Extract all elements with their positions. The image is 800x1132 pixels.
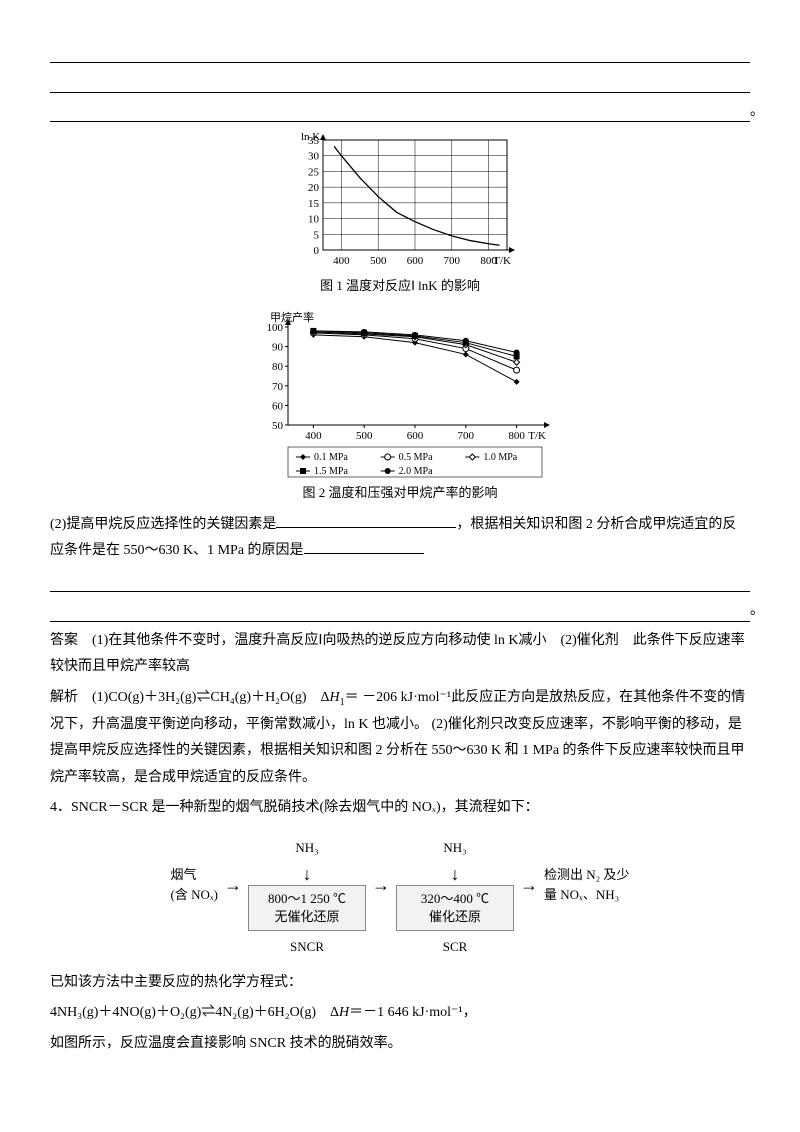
svg-text:T/K: T/K xyxy=(493,255,511,267)
flow-box2a: 320～400 ℃ xyxy=(405,890,505,908)
svg-text:2.0 MPa: 2.0 MPa xyxy=(399,466,433,477)
svg-text:10: 10 xyxy=(308,214,320,226)
flow-box2b: 催化还原 xyxy=(405,908,505,926)
flow-below1: SNCR xyxy=(290,935,324,960)
svg-text:400: 400 xyxy=(333,255,350,267)
answer-block: 答案 (1)在其他条件不变时，温度升高反应Ⅰ向吸热的逆反应方向移动使 ln K减… xyxy=(50,628,750,681)
svg-text:90: 90 xyxy=(272,341,284,353)
answer-label: 答案 xyxy=(50,633,78,648)
svg-text:ln K: ln K xyxy=(301,132,320,143)
q4-eq-a: 4NH₃(g)＋4NO(g)＋O₂(g)⇌4N₂(g)＋6H₂O(g) Δ xyxy=(50,1005,339,1020)
svg-text:T/K: T/K xyxy=(528,430,546,442)
svg-text:700: 700 xyxy=(444,255,461,267)
flow-below2: SCR xyxy=(443,935,468,960)
arrow-right-icon: → xyxy=(372,868,390,902)
q4-eq-b: ＝－1 646 kJ·mol⁻¹， xyxy=(349,1005,476,1020)
svg-text:600: 600 xyxy=(407,255,424,267)
question-4-intro: 4．SNCR－SCR 是一种新型的烟气脱硝技术(除去烟气中的 NOₓ)，其流程如… xyxy=(50,795,750,822)
svg-text:70: 70 xyxy=(272,381,284,393)
chart-2: 4005006007008005060708090100甲烷产率T/K0.1 M… xyxy=(50,309,750,506)
blank-key-factor[interactable] xyxy=(276,513,456,528)
q2-text-a: (2)提高甲烷反应选择性的关键因素是 xyxy=(50,517,276,532)
flow-box-scr: 320～400 ℃ 催化还原 xyxy=(396,885,514,931)
flow-nh3-2: NH₃ xyxy=(443,836,466,861)
svg-text:1.5 MPa: 1.5 MPa xyxy=(314,466,348,477)
answer-blank-line[interactable] xyxy=(50,40,750,63)
svg-text:0.1 MPa: 0.1 MPa xyxy=(314,452,348,463)
q4-last: 如图所示，反应温度会直接影响 SNCR 技术的脱硝效率。 xyxy=(50,1031,750,1058)
svg-text:80: 80 xyxy=(272,361,284,373)
svg-text:5: 5 xyxy=(314,229,320,241)
flow-output: 检测出 N₂ 及少 量 NOₓ、NH₃ xyxy=(544,865,629,904)
question-2: (2)提高甲烷反应选择性的关键因素是，根据相关知识和图 2 分析合成甲烷适宜的反… xyxy=(50,512,750,565)
svg-text:25: 25 xyxy=(308,167,320,179)
svg-text:700: 700 xyxy=(458,430,475,442)
process-flow-diagram: 烟气 (含 NOₓ) → NH₃ ↓ 800～1 250 ℃ 无催化还原 SNC… xyxy=(50,836,750,960)
svg-text:400: 400 xyxy=(305,430,322,442)
svg-text:800: 800 xyxy=(508,430,525,442)
flow-box-sncr: 800～1 250 ℃ 无催化还原 xyxy=(248,885,366,931)
svg-text:500: 500 xyxy=(370,255,387,267)
arrow-right-icon: → xyxy=(520,868,538,902)
flow-stage-scr: NH₃ ↓ 320～400 ℃ 催化还原 SCR xyxy=(396,836,514,960)
flow-left1: 烟气 xyxy=(171,865,218,885)
answer-blank-line[interactable] xyxy=(50,569,750,592)
svg-text:500: 500 xyxy=(356,430,373,442)
answer-blank-line[interactable] xyxy=(50,69,750,92)
svg-text:20: 20 xyxy=(308,182,320,194)
flow-box1b: 无催化还原 xyxy=(257,908,357,926)
svg-text:60: 60 xyxy=(272,400,284,412)
answer-blank-line[interactable]: 。 xyxy=(50,99,750,122)
flow-right1: 检测出 N₂ 及少 xyxy=(544,865,629,885)
explanation-block: 解析 (1)CO(g)＋3H₂(g)⇌CH₄(g)＋H₂O(g) ΔH1＝ －2… xyxy=(50,685,750,792)
chart2-caption: 图 2 温度和压强对甲烷产率的影响 xyxy=(50,481,750,506)
svg-text:15: 15 xyxy=(308,198,320,210)
answer-1: (1)在其他条件不变时，温度升高反应Ⅰ向吸热的逆反应方向移动使 ln K减小 xyxy=(92,633,546,648)
svg-text:50: 50 xyxy=(272,420,284,432)
blank-reason[interactable] xyxy=(304,539,424,554)
svg-text:600: 600 xyxy=(407,430,424,442)
arrow-down-icon: ↓ xyxy=(451,865,460,883)
flow-input: 烟气 (含 NOₓ) xyxy=(171,865,218,904)
svg-text:0: 0 xyxy=(314,245,320,257)
chart1-caption: 图 1 温度对反应Ⅰ lnK 的影响 xyxy=(50,274,750,299)
svg-text:1.0 MPa: 1.0 MPa xyxy=(483,452,517,463)
arrow-right-icon: → xyxy=(224,868,242,902)
answer-blank-line[interactable]: 。 xyxy=(50,598,750,621)
explanation-label: 解析 xyxy=(50,690,78,705)
flow-stage-sncr: NH₃ ↓ 800～1 250 ℃ 无催化还原 SNCR xyxy=(248,836,366,960)
q4-known: 已知该方法中主要反应的热化学方程式： xyxy=(50,970,750,997)
flow-box1a: 800～1 250 ℃ xyxy=(257,890,357,908)
flow-right2: 量 NOₓ、NH₃ xyxy=(544,885,629,905)
svg-text:30: 30 xyxy=(308,151,320,163)
flow-left2: (含 NOₓ) xyxy=(171,885,218,905)
chart-1: 40050060070080005101520253035ln KT/K 图 1… xyxy=(50,132,750,299)
q4-equation: 4NH₃(g)＋4NO(g)＋O₂(g)⇌4N₂(g)＋6H₂O(g) ΔH＝－… xyxy=(50,1000,750,1027)
exp-1a: (1)CO(g)＋3H₂(g)⇌CH₄(g)＋H₂O(g) Δ xyxy=(92,690,330,705)
arrow-down-icon: ↓ xyxy=(303,865,312,883)
flow-nh3-1: NH₃ xyxy=(295,836,318,861)
svg-text:0.5 MPa: 0.5 MPa xyxy=(399,452,433,463)
svg-text:甲烷产率: 甲烷产率 xyxy=(270,310,314,324)
